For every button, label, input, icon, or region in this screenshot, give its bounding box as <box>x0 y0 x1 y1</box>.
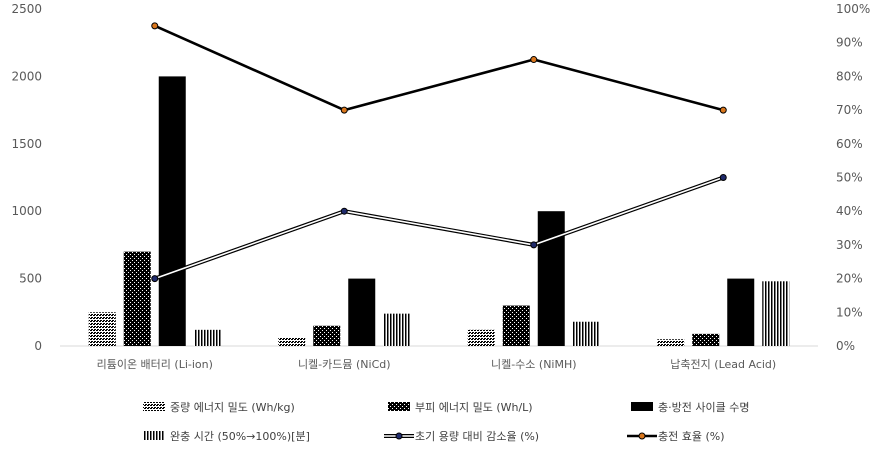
legend-marker <box>638 432 646 440</box>
y-right-tick-label: 20% <box>836 272 863 286</box>
y-left-tick-label: 2500 <box>11 2 42 16</box>
bar-0-1 <box>278 337 306 346</box>
bar-2-2 <box>537 211 565 346</box>
bar-2-0 <box>158 76 186 347</box>
legend-label: 부피 에너지 밀도 (Wh/L) <box>415 401 533 414</box>
y-right-tick-label: 30% <box>836 238 863 252</box>
category-labels: 리튬이온 배터리 (Li-ion) 니켈-카드뮴 (NiCd) 니켈-수소 (NiM… <box>97 358 777 371</box>
y-right-tick-label: 40% <box>836 204 863 218</box>
legend-label: 완충 시간 (50%→100%)[분] <box>170 430 310 443</box>
bar-2-3 <box>727 278 755 346</box>
category-label: 리튬이온 배터리 (Li-ion) <box>97 358 213 371</box>
legend: 중량 에너지 밀도 (Wh/kg) 부피 에너지 밀도 (Wh/L) 충·방전 사이… <box>143 401 749 443</box>
y-right-tick-label: 0% <box>836 339 855 353</box>
line-series-1 <box>154 24 724 112</box>
bar-series-group <box>88 76 790 347</box>
bar-3-0 <box>193 329 221 346</box>
bar-1-3 <box>692 333 720 346</box>
bar-3-2 <box>572 321 600 346</box>
bar-0-0 <box>88 312 116 346</box>
line-point-1-3 <box>719 106 727 114</box>
y-axis-left: 0 500 1000 1500 2000 2500 <box>11 2 42 353</box>
legend-swatch <box>143 402 165 411</box>
legend-label: 충·방전 사이클 수명 <box>658 401 749 414</box>
y-left-tick-label: 2000 <box>11 69 42 83</box>
bar-3-1 <box>383 313 411 346</box>
legend-swatch <box>388 402 410 411</box>
line-point-0-2 <box>530 241 538 249</box>
line-point-1-1 <box>340 106 348 114</box>
y-right-tick-label: 100% <box>836 2 870 16</box>
bar-3-3 <box>762 281 790 346</box>
bar-1-1 <box>313 325 341 346</box>
legend-swatch <box>631 402 653 411</box>
y-right-tick-label: 10% <box>836 305 863 319</box>
y-left-tick-label: 1000 <box>11 204 42 218</box>
y-left-tick-label: 0 <box>34 339 42 353</box>
legend-swatch <box>143 431 165 440</box>
category-label: 니켈-수소 (NiMH) <box>491 358 577 371</box>
bar-1-2 <box>502 305 530 346</box>
legend-label: 충전 효율 (%) <box>658 430 725 443</box>
category-label: 니켈-카드뮴 (NiCd) <box>298 358 391 371</box>
y-left-tick-label: 500 <box>19 272 42 286</box>
y-right-tick-label: 70% <box>836 103 863 117</box>
line-point-1-0 <box>151 22 159 30</box>
y-right-tick-label: 60% <box>836 137 863 151</box>
line-series-group <box>151 22 727 283</box>
line-point-0-1 <box>340 207 348 215</box>
line-series-0-inner <box>154 176 724 280</box>
category-label: 납축전지 (Lead Acid) <box>670 358 776 371</box>
line-point-1-2 <box>530 56 538 64</box>
y-right-tick-label: 50% <box>836 171 863 185</box>
bar-1-0 <box>123 251 151 346</box>
legend-label: 초기 용량 대비 감소율 (%) <box>415 430 539 443</box>
line-point-0-3 <box>719 174 727 181</box>
y-left-tick-label: 1500 <box>11 137 42 151</box>
y-right-tick-label: 80% <box>836 69 863 83</box>
bar-0-2 <box>467 329 495 346</box>
bar-2-1 <box>348 278 376 346</box>
y-axis-right: 0% 10% 20% 30% 40% 50% 60% 70% 80% 90% 100% <box>836 2 870 353</box>
legend-label: 중량 에너지 밀도 (Wh/kg) <box>170 401 295 414</box>
legend-marker <box>395 432 403 440</box>
bar-0-3 <box>657 339 685 346</box>
line-point-0-0 <box>151 275 159 283</box>
y-right-tick-label: 90% <box>836 36 863 50</box>
